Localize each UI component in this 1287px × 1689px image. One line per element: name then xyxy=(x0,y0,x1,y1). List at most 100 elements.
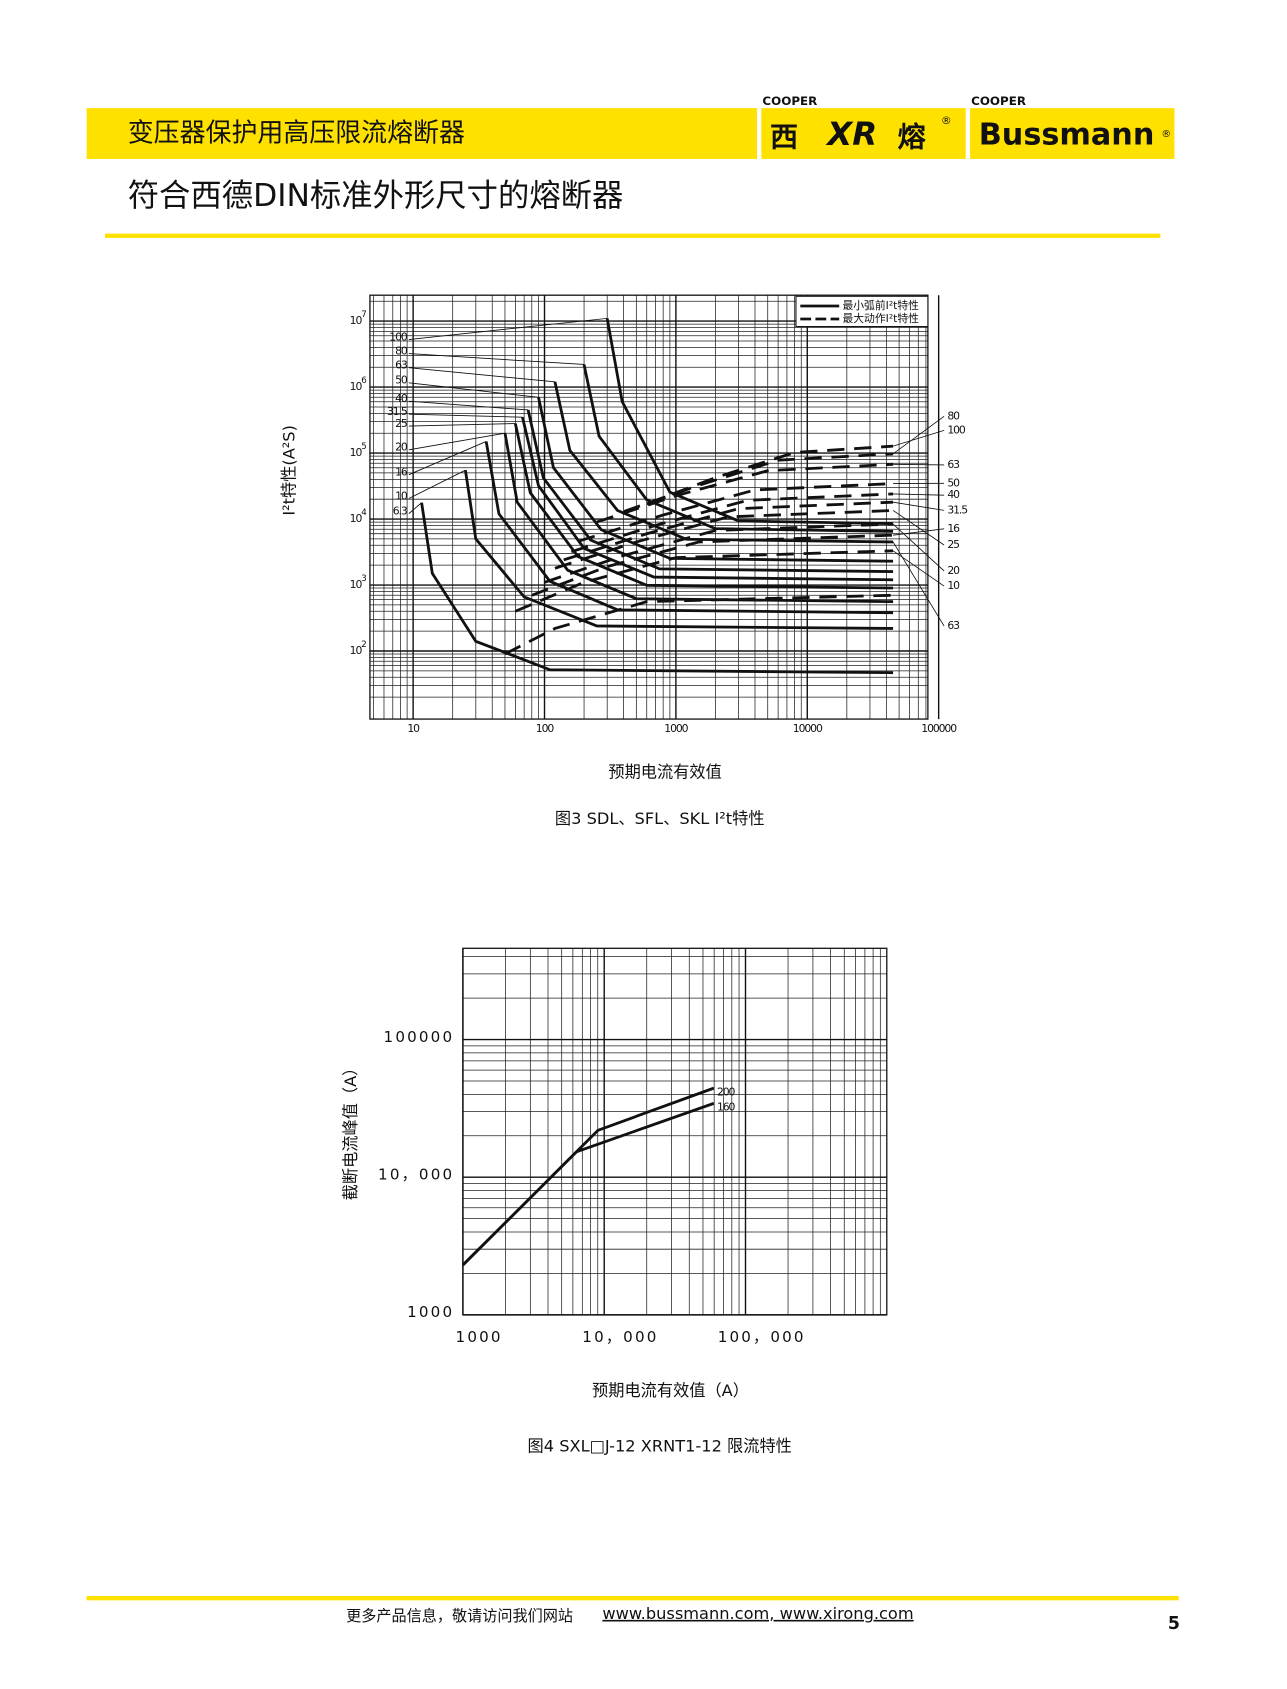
series-line xyxy=(605,318,894,526)
series-label: 31.5 xyxy=(387,405,407,418)
page-number: 5 xyxy=(1168,1614,1180,1634)
y-tick-label: 10 xyxy=(350,380,363,393)
header-divider xyxy=(965,108,971,159)
series-label: 80 xyxy=(947,409,960,422)
series-label: 20 xyxy=(395,441,408,454)
chart-caption: 图4 SXL□J-12 XRNT1-12 限流特性 xyxy=(528,1436,792,1455)
series-line xyxy=(570,492,894,554)
y-tick-label: 100000 xyxy=(384,1028,455,1046)
x-tick-label: 10000 xyxy=(793,722,823,735)
series-label: 100 xyxy=(947,423,966,436)
logo-reg: ® xyxy=(941,114,952,127)
page-title: 符合西德DIN标准外形尺寸的熔断器 xyxy=(128,178,624,214)
x-tick-label: 100000 xyxy=(921,722,957,735)
series-line xyxy=(537,396,894,563)
y-tick-sup: 3 xyxy=(361,574,367,584)
leader-line xyxy=(408,353,585,365)
x-tick-label: 10，000 xyxy=(582,1328,658,1346)
series-line xyxy=(554,509,894,570)
leader-line xyxy=(408,367,555,383)
y-axis-label: 截断电流峰值（A） xyxy=(341,1060,360,1201)
series-line xyxy=(461,1102,715,1267)
logo-bussmann: Bussmann xyxy=(979,118,1155,153)
leader-line xyxy=(408,423,516,427)
series-label: 16 xyxy=(395,466,408,479)
leader-line xyxy=(408,469,466,499)
leader-line xyxy=(892,510,945,546)
footer-text: 更多产品信息，敬请访问我们网站 xyxy=(346,1607,573,1625)
series-line xyxy=(582,364,894,533)
series-label: 6.3 xyxy=(393,504,407,517)
header-title: 变压器保护用高压限流熔断器 xyxy=(128,119,465,149)
y-tick-label: 10，000 xyxy=(378,1166,454,1184)
series-line xyxy=(526,409,894,573)
series-label: 100 xyxy=(389,330,408,343)
leader-line xyxy=(892,523,945,572)
series-label: 16 xyxy=(947,522,960,535)
leader-line xyxy=(893,463,945,466)
footer-links[interactable]: www.bussmann.com, www.xirong.com xyxy=(602,1604,913,1623)
series-label: 40 xyxy=(947,488,960,501)
series-line xyxy=(563,500,894,562)
y-tick-sup: 7 xyxy=(361,310,367,320)
series-line xyxy=(464,469,894,630)
series-label: 80 xyxy=(395,344,408,357)
plot-frame xyxy=(462,947,888,1316)
plot-frame xyxy=(369,294,929,720)
y-tick-label: 10 xyxy=(350,578,363,591)
series-label: 31.5 xyxy=(947,503,967,516)
y-tick-label: 10 xyxy=(350,644,363,657)
series-label: 63 xyxy=(395,358,407,371)
logo-cooper: COOPER xyxy=(971,94,1026,108)
logo-reg: ® xyxy=(1161,129,1171,140)
series-label: 25 xyxy=(395,417,407,430)
series-line xyxy=(420,502,894,675)
series-label: 63 xyxy=(947,619,959,632)
legend-box xyxy=(795,295,929,328)
y-tick-sup: 6 xyxy=(361,376,367,386)
x-axis-label: 预期电流有效值（A） xyxy=(592,1381,749,1400)
leader-line xyxy=(408,441,487,476)
series-line xyxy=(646,444,894,506)
leader-line xyxy=(893,501,945,511)
logo-xr: XR xyxy=(825,115,877,153)
series-label: 40 xyxy=(395,392,408,405)
y-tick-sup: 5 xyxy=(361,442,367,452)
x-tick-label: 100，000 xyxy=(718,1328,806,1346)
series-label: 200 xyxy=(717,1085,736,1098)
x-tick-label: 100 xyxy=(536,722,555,735)
y-tick-label: 10 xyxy=(350,446,363,459)
series-label: 50 xyxy=(947,476,960,489)
y-tick-label: 1000 xyxy=(407,1303,454,1321)
series-line xyxy=(544,522,894,584)
x-tick-label: 1000 xyxy=(664,722,688,735)
series-line xyxy=(504,593,894,656)
leader-line xyxy=(892,429,945,447)
series-label: 63 xyxy=(947,458,959,471)
series-label: 10 xyxy=(947,579,960,592)
y-tick-label: 10 xyxy=(350,512,363,525)
leader-line xyxy=(408,413,523,418)
series-line xyxy=(514,549,894,613)
leader-line xyxy=(408,432,506,451)
y-axis-label: I²t特性(A²S) xyxy=(279,425,298,516)
y-tick-sup: 4 xyxy=(361,508,367,518)
x-tick-label: 1000 xyxy=(456,1328,503,1346)
leader-line xyxy=(892,541,945,627)
rule xyxy=(86,1596,1179,1601)
leader-line xyxy=(408,400,529,411)
header-divider xyxy=(757,108,762,159)
series-label: 160 xyxy=(717,1101,736,1114)
leader-line xyxy=(892,415,945,455)
series-line xyxy=(577,482,894,543)
legend-label: 最大动作I²t特性 xyxy=(842,311,919,325)
series-label: 10 xyxy=(395,489,408,502)
legend-label: 最小弧前I²t特性 xyxy=(842,298,919,312)
leader-line xyxy=(408,382,539,398)
series-line xyxy=(596,462,894,524)
leader-line xyxy=(893,528,945,536)
rule xyxy=(105,233,1161,238)
series-line xyxy=(531,533,894,597)
header-bar xyxy=(86,108,1175,159)
